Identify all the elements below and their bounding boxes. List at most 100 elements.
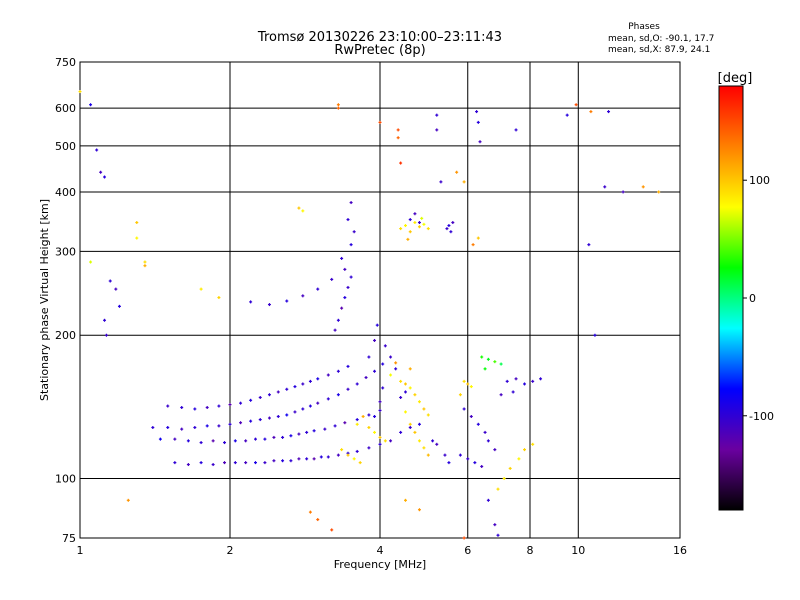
data-point-o (267, 303, 271, 307)
y-tick-label: 750 (55, 56, 76, 69)
data-point-x (413, 430, 417, 434)
data-point-o (343, 421, 347, 425)
data-point-o (378, 408, 382, 412)
data-point-o (417, 221, 421, 225)
data-point-x (426, 453, 430, 457)
data-point-o (217, 424, 221, 428)
colorbar-gradient (718, 85, 744, 511)
colorbar-ticks: 100 0 -100 (743, 174, 774, 423)
x-axis-label: Frequency [MHz] (334, 558, 426, 571)
y-tick-label: 300 (55, 245, 76, 258)
data-point-x (455, 170, 459, 174)
data-point-x (480, 355, 484, 359)
data-point-x (462, 536, 466, 540)
data-point-o (312, 457, 316, 461)
data-point-o (263, 461, 267, 465)
data-point-o (378, 442, 382, 446)
data-point-o (276, 414, 280, 418)
data-point-o (151, 425, 155, 429)
colorbar: [deg] 100 0 -100 (718, 71, 774, 511)
data-point-x (493, 360, 497, 364)
data-point-o (326, 397, 330, 401)
data-point-o (352, 230, 356, 234)
data-point-o (103, 318, 107, 322)
data-point-o (297, 457, 301, 461)
y-tick-label: 400 (55, 186, 76, 199)
data-point-x (403, 382, 407, 386)
data-point-o (316, 287, 320, 291)
data-point-x (408, 230, 412, 234)
data-points (78, 90, 661, 540)
data-point-o (593, 333, 597, 337)
data-point-o (186, 463, 190, 467)
data-point-x (378, 435, 382, 439)
y-tick-label: 75 (62, 532, 76, 545)
data-point-o (104, 333, 108, 337)
data-point-o (480, 464, 484, 468)
data-point-x (396, 136, 400, 140)
data-point-o (413, 212, 417, 216)
data-point-x (352, 457, 356, 461)
data-point-o (285, 387, 289, 391)
data-point-o (607, 110, 611, 114)
data-point-o (476, 422, 480, 426)
data-point-o (336, 318, 340, 322)
data-point-x (408, 386, 412, 390)
data-point-o (346, 285, 350, 289)
data-point-x (422, 407, 426, 411)
data-point-o (199, 441, 203, 445)
data-point-x (389, 373, 393, 377)
data-point-x (462, 180, 466, 184)
data-point-x (358, 461, 362, 465)
data-point-o (462, 407, 466, 411)
data-point-o (330, 277, 334, 281)
data-point-o (389, 355, 393, 359)
data-point-o (443, 453, 447, 457)
data-point-o (336, 453, 340, 457)
data-point-o (435, 442, 439, 446)
colorbar-tick-label: 100 (749, 174, 770, 187)
data-point-o (193, 407, 197, 411)
data-point-o (346, 218, 350, 222)
data-point-o (343, 296, 347, 300)
data-point-o (367, 446, 371, 450)
data-point-o (316, 401, 320, 405)
data-point-o (408, 218, 412, 222)
data-point-x (399, 161, 403, 165)
data-point-o (447, 224, 451, 228)
data-point-o (349, 275, 353, 279)
data-point-x (523, 448, 527, 452)
data-point-o (267, 416, 271, 420)
data-point-o (486, 439, 490, 443)
data-point-o (249, 398, 253, 402)
x-tick-label: 10 (571, 544, 585, 557)
data-point-o (475, 110, 479, 114)
x-tick-label: 8 (527, 544, 534, 557)
data-point-o (447, 461, 451, 465)
data-point-x (135, 221, 139, 225)
data-point-o (403, 390, 407, 394)
data-point-o (253, 461, 257, 465)
data-point-x (336, 103, 340, 107)
data-point-x (417, 225, 421, 229)
legend-title: Phases (628, 22, 660, 32)
data-point-o (378, 400, 382, 404)
data-point-o (205, 406, 209, 410)
data-point-o (483, 430, 487, 434)
data-point-o (355, 449, 359, 453)
data-point-x (394, 361, 398, 365)
data-point-o (531, 379, 535, 383)
data-point-o (95, 148, 99, 152)
data-point-o (486, 498, 490, 502)
data-point-o (180, 427, 184, 431)
data-point-x (420, 216, 424, 220)
data-point-x (199, 287, 203, 291)
data-point-x (135, 236, 139, 240)
data-point-o (289, 434, 293, 438)
data-point-o (394, 367, 398, 371)
data-point-o (253, 437, 257, 441)
data-point-o (511, 390, 515, 394)
data-point-o (285, 413, 289, 417)
data-point-x (403, 498, 407, 502)
data-point-o (117, 304, 121, 308)
